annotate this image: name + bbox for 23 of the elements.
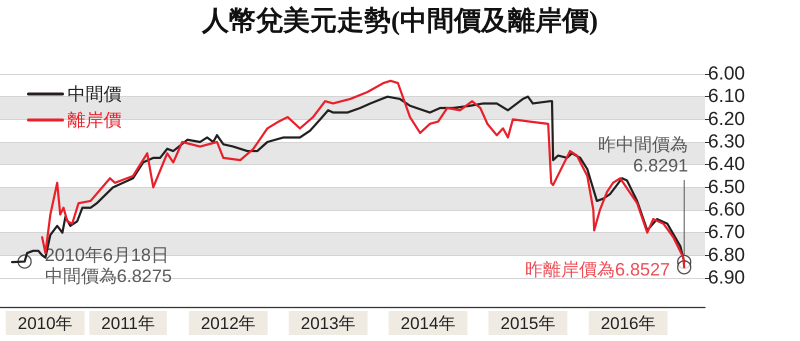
x-tick-label: 2011年 bbox=[101, 314, 155, 333]
y-tick-label: 6.80 bbox=[708, 244, 745, 266]
legend-label: 離岸價 bbox=[68, 110, 122, 130]
x-tick-label: 2012年 bbox=[200, 314, 256, 333]
annotation: 昨中間價為6.8291 bbox=[598, 134, 688, 176]
y-tick-label: 6.60 bbox=[708, 200, 745, 220]
y-tick-label: 6.00 bbox=[708, 64, 745, 84]
y-tick-label: 6.30 bbox=[708, 132, 745, 152]
x-tick-label: 2016年 bbox=[600, 314, 656, 333]
chart-title: 人幣兌美元走勢(中間價及離岸價) bbox=[201, 6, 598, 36]
x-tick-label: 2015年 bbox=[500, 314, 556, 333]
x-tick-label: 2013年 bbox=[300, 314, 356, 333]
annotation: 2010年6月18日中間價為6.8275 bbox=[44, 245, 172, 286]
y-tick-label: 6.20 bbox=[708, 108, 745, 130]
y-tick-label: 6.10 bbox=[708, 86, 745, 108]
annotation: 昨離岸價為6.8527 bbox=[524, 259, 670, 280]
y-tick-label: 6.40 bbox=[708, 154, 745, 176]
y-tick-label: 6.70 bbox=[708, 222, 745, 244]
legend-label: 中間價 bbox=[68, 84, 122, 104]
y-tick-label: 6.50 bbox=[708, 176, 745, 198]
x-tick-label: 2010年 bbox=[18, 314, 73, 333]
x-tick-label: 2014年 bbox=[400, 314, 456, 333]
y-tick-label: 6.90 bbox=[708, 268, 745, 288]
